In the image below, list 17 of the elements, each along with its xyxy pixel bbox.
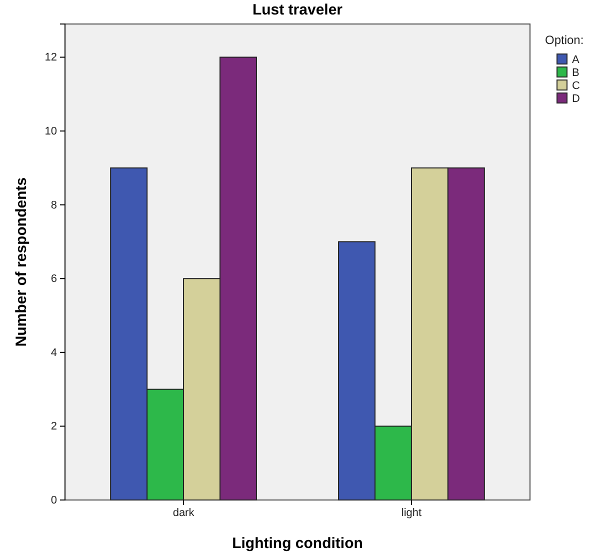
y-tick-label: 6 [50, 273, 57, 286]
x-tick-label: dark [172, 506, 195, 519]
x-axis-title: Lighting condition [232, 535, 363, 552]
legend-label: A [572, 54, 580, 66]
y-tick-label: 4 [50, 346, 57, 359]
y-tick-label: 0 [50, 494, 57, 507]
legend-label: B [572, 67, 580, 79]
legend-title: Option: [545, 33, 584, 47]
chart-title: Lust traveler [252, 1, 343, 18]
x-tick-label: light [401, 506, 422, 519]
y-tick-label: 10 [44, 126, 57, 138]
y-tick-label: 12 [44, 52, 57, 64]
legend-label: C [572, 80, 580, 92]
y-tick-label: 2 [50, 420, 57, 433]
y-tick-label: 8 [50, 199, 57, 212]
y-axis-title: Number of respondents [13, 177, 30, 347]
legend-label: D [572, 93, 580, 105]
